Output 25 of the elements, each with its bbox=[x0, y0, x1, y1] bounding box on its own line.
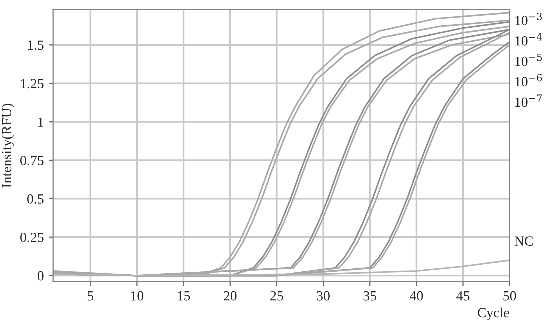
text: 10$^{−6}$ bbox=[516, 74, 542, 87]
text: 10$^{−3}$ bbox=[516, 13, 542, 26]
x-tick-label: 50 bbox=[504, 291, 516, 301]
text: 10$^{−5}$ bbox=[516, 54, 542, 66]
x-tick-label: 25 bbox=[270, 291, 284, 301]
x-tick-label: 30 bbox=[317, 291, 330, 301]
x-axis-title: Cycle bbox=[478, 308, 510, 320]
y-tick-label: 1 bbox=[38, 118, 44, 127]
x-tick-label: 45 bbox=[456, 292, 470, 301]
y-tick-label: 0.75 bbox=[20, 156, 44, 166]
y-tick-label: 1.5 bbox=[28, 40, 44, 50]
x-tick-label: 15 bbox=[178, 291, 190, 301]
y-tick-label: 0.5 bbox=[27, 194, 44, 204]
y-tick-label: 1.25 bbox=[21, 79, 44, 89]
x-tick-label: 35 bbox=[364, 291, 377, 301]
text: 10$^{−4}$ bbox=[516, 33, 542, 46]
text: 10$^{−7}$ bbox=[516, 94, 542, 108]
x-tick-label: 10 bbox=[131, 291, 144, 301]
text: NC bbox=[514, 236, 533, 246]
x-tick-label: 5 bbox=[88, 292, 94, 301]
x-tick-label: 40 bbox=[410, 291, 424, 301]
y-tick-label: 0.25 bbox=[20, 232, 44, 242]
y-tick-label: 0 bbox=[38, 271, 44, 281]
y-axis-title: Intensity(RFU) bbox=[2, 104, 14, 188]
x-tick-label: 20 bbox=[224, 291, 237, 301]
